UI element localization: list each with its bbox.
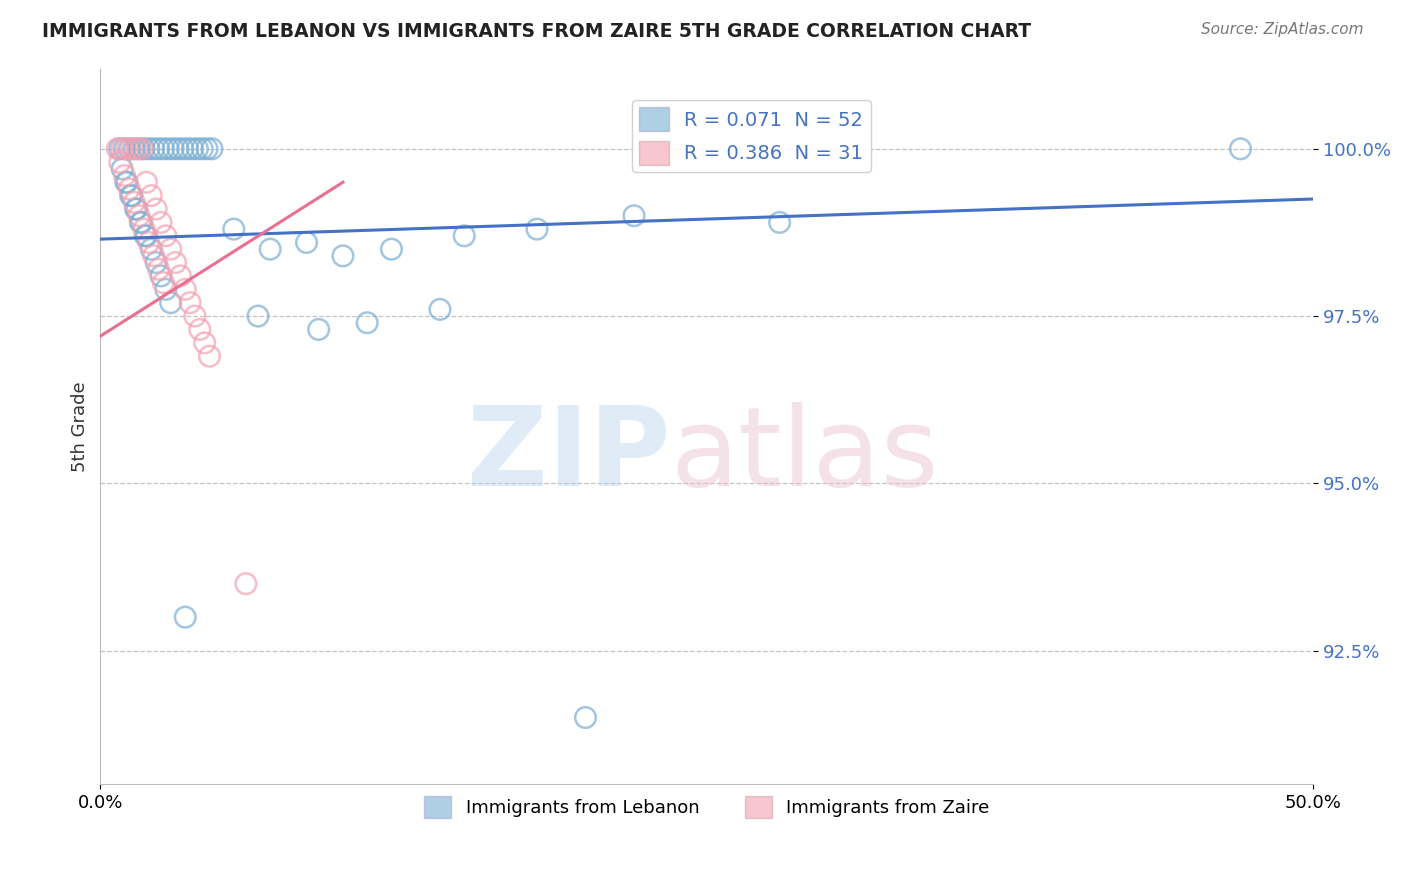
Point [150,268,173,283]
Point [121,142,143,156]
Point [429,302,451,317]
Point [141,188,163,202]
Point [150,215,173,229]
Point [159,295,181,310]
Point [195,142,218,156]
Point [152,276,174,290]
Point [157,142,180,156]
Point [526,222,548,236]
Point [138,142,160,156]
Point [120,188,142,202]
Point [162,142,184,156]
Point [134,228,156,243]
Point [148,142,170,156]
Point [174,610,197,624]
Point [124,202,146,216]
Point [132,142,155,156]
Point [142,249,165,263]
Point [108,155,131,169]
Point [181,142,204,156]
Point [172,142,194,156]
Point [159,242,181,256]
Point [332,249,354,263]
Point [623,209,645,223]
Point [356,316,378,330]
Legend: Immigrants from Lebanon, Immigrants from Zaire: Immigrants from Lebanon, Immigrants from… [418,789,997,825]
Point [167,142,190,156]
Point [114,175,136,189]
Point [155,282,177,296]
Point [247,309,270,323]
Point [121,188,143,202]
Point [201,142,224,156]
Point [132,222,155,236]
Point [128,142,150,156]
Point [148,262,170,277]
Point [235,576,257,591]
Point [125,142,148,156]
Point [191,142,214,156]
Point [194,335,217,350]
Text: IMMIGRANTS FROM LEBANON VS IMMIGRANTS FROM ZAIRE 5TH GRADE CORRELATION CHART: IMMIGRANTS FROM LEBANON VS IMMIGRANTS FR… [42,22,1032,41]
Point [129,215,152,229]
Point [174,282,197,296]
Point [259,242,281,256]
Point [176,142,198,156]
Point [125,202,148,216]
Point [380,242,402,256]
Point [768,215,790,229]
Point [135,175,157,189]
Point [118,142,141,156]
Point [145,202,167,216]
Point [145,255,167,269]
Point [138,235,160,250]
Point [128,209,150,223]
Point [111,142,134,156]
Point [198,349,221,363]
Point [141,242,163,256]
Point [308,322,330,336]
Point [114,169,136,183]
Text: Source: ZipAtlas.com: Source: ZipAtlas.com [1201,22,1364,37]
Point [165,255,187,269]
Point [1229,142,1251,156]
Point [152,142,174,156]
Point [111,161,134,176]
Text: ZIP: ZIP [467,401,671,508]
Point [124,195,146,210]
Point [142,142,165,156]
Point [124,142,146,156]
Point [114,142,136,156]
Point [453,228,475,243]
Point [108,142,131,156]
Point [574,710,596,724]
Text: atlas: atlas [671,401,939,508]
Point [295,235,318,250]
Y-axis label: 5th Grade: 5th Grade [72,381,89,472]
Point [131,215,153,229]
Point [115,175,138,189]
Point [118,182,141,196]
Point [188,322,211,336]
Point [115,142,138,156]
Point [186,142,208,156]
Point [179,295,201,310]
Point [131,142,153,156]
Point [169,268,191,283]
Point [155,228,177,243]
Point [135,228,157,243]
Point [184,309,207,323]
Point [222,222,245,236]
Point [105,142,128,156]
